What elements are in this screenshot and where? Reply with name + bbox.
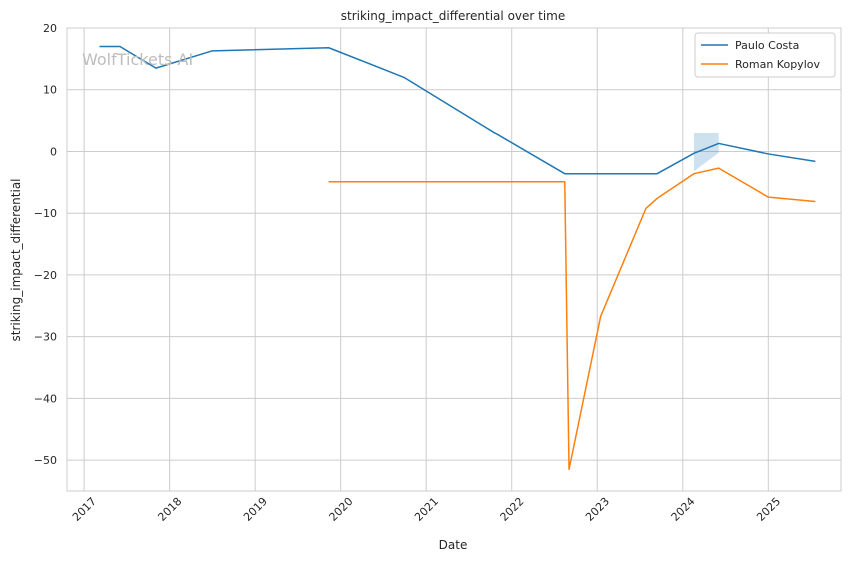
x-tick-label: 2020	[327, 495, 356, 524]
x-tick-label: 2017	[70, 495, 99, 524]
y-tick-label: −10	[34, 207, 57, 220]
x-tick-label: 2019	[241, 495, 270, 524]
x-tick-label: 2022	[498, 495, 527, 524]
x-axis-ticks: 2017 2018 2019 2020 2021 2022 2023 2024 2025	[70, 495, 783, 524]
y-tick-label: 20	[43, 22, 57, 35]
y-tick-label: −20	[34, 269, 57, 282]
grid	[67, 27, 841, 491]
confidence-bands	[693, 132, 719, 172]
x-tick-label: 2025	[754, 495, 783, 524]
confidence-band	[693, 132, 719, 172]
legend: Paulo Costa Roman Kopylov	[694, 32, 836, 78]
y-tick-label: −50	[34, 454, 57, 467]
y-axis-label: striking_impact_differential	[9, 178, 23, 341]
x-axis-label: Date	[439, 538, 468, 552]
y-axis-ticks: 20 10 0 −10 −20 −30 −40 −50	[34, 22, 57, 467]
x-tick-label: 2023	[583, 495, 612, 524]
y-tick-label: 10	[43, 84, 57, 97]
x-tick-label: 2018	[155, 495, 184, 524]
series-line	[99, 45, 816, 175]
y-tick-label: 0	[50, 145, 57, 158]
y-tick-label: −30	[34, 331, 57, 344]
plot-area	[66, 27, 842, 492]
watermark: WolfTickets AI	[82, 50, 193, 69]
legend-label: Roman Kopylov	[735, 58, 820, 71]
legend-box	[694, 32, 836, 78]
x-tick-label: 2021	[412, 495, 441, 524]
series-line	[328, 167, 816, 471]
chart-title: striking_impact_differential over time	[341, 9, 566, 23]
legend-label: Paulo Costa	[735, 39, 799, 52]
series-lines	[99, 45, 816, 471]
x-tick-label: 2024	[669, 495, 698, 524]
y-tick-label: −40	[34, 392, 57, 405]
